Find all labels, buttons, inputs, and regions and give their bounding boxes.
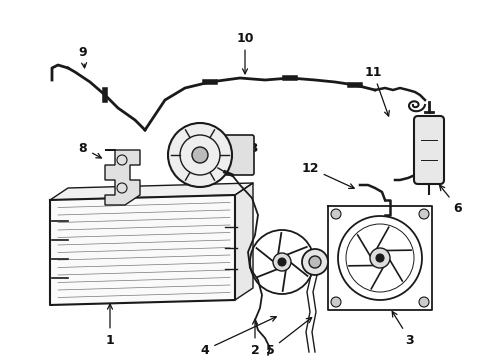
Text: 7: 7 (207, 129, 220, 151)
Polygon shape (50, 195, 235, 305)
Circle shape (309, 256, 321, 268)
Polygon shape (50, 183, 253, 200)
Circle shape (419, 209, 429, 219)
Circle shape (192, 147, 208, 163)
Text: 13: 13 (241, 141, 259, 171)
Text: 1: 1 (106, 304, 114, 346)
Circle shape (419, 297, 429, 307)
Text: 9: 9 (79, 45, 87, 68)
Circle shape (302, 249, 328, 275)
Text: 12: 12 (301, 162, 354, 188)
Circle shape (376, 254, 384, 262)
Text: 6: 6 (440, 185, 462, 215)
Text: 3: 3 (392, 311, 415, 346)
Text: 5: 5 (266, 318, 312, 356)
FancyBboxPatch shape (225, 135, 254, 175)
Text: 11: 11 (364, 66, 389, 116)
Circle shape (273, 253, 291, 271)
FancyBboxPatch shape (414, 116, 444, 184)
Circle shape (370, 248, 390, 268)
Text: 2: 2 (250, 319, 259, 356)
Polygon shape (235, 183, 253, 300)
Circle shape (331, 297, 341, 307)
Circle shape (331, 209, 341, 219)
Text: 4: 4 (200, 316, 276, 356)
Text: 8: 8 (79, 141, 101, 158)
Text: 10: 10 (236, 32, 254, 74)
Polygon shape (105, 150, 140, 205)
Circle shape (168, 123, 232, 187)
Circle shape (278, 258, 286, 266)
